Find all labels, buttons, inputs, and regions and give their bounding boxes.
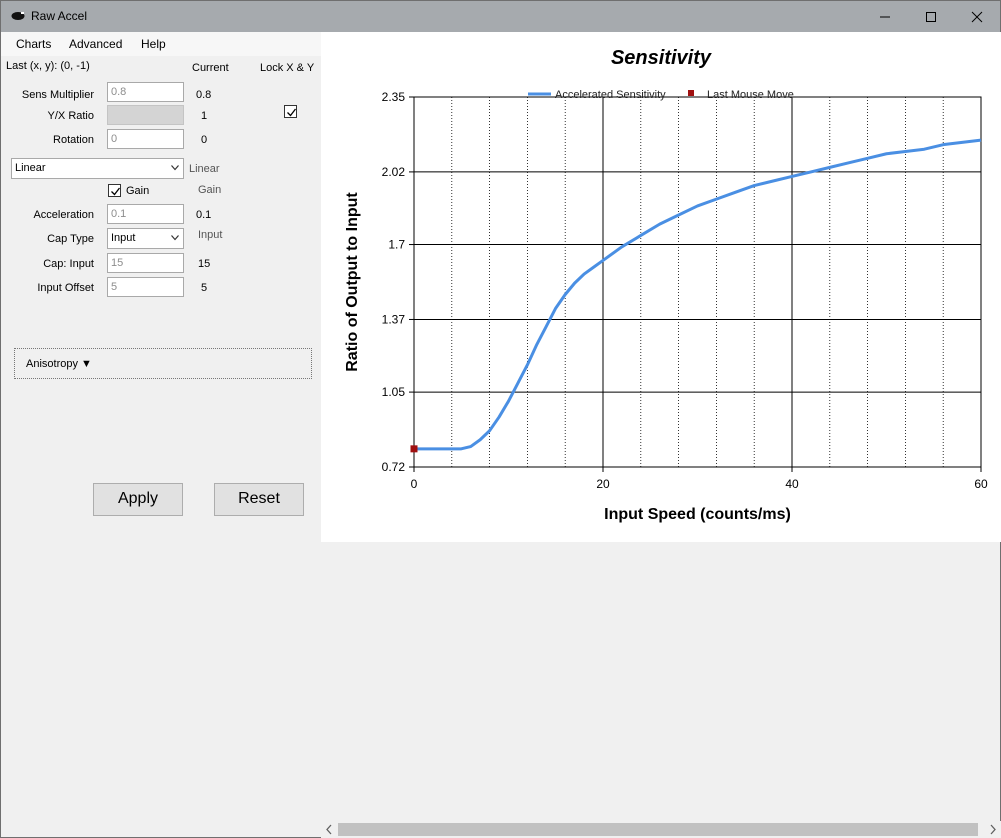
scroll-left-icon[interactable]: [321, 821, 338, 838]
legend-marker-swatch: [688, 90, 694, 96]
cap-input-current: 15: [198, 258, 211, 270]
legend-label-last-mouse-move: Last Mouse Move: [707, 89, 794, 101]
horizontal-scrollbar[interactable]: [321, 821, 1001, 838]
rotation-label: Rotation: [53, 134, 94, 146]
sensitivity-chart: Sensitivity 0.72 1.05 1.37 1.7 2.02 2.35 0 20 40…: [321, 32, 1001, 542]
last-xy-label: Last (x, y): (0, -1): [6, 60, 90, 72]
input-offset-label: Input Offset: [37, 282, 94, 294]
gain-label: Gain: [126, 185, 150, 197]
y-axis-title: Ratio of Output to Input: [344, 192, 361, 372]
x-tick-label: 60: [974, 477, 988, 491]
yx-ratio-label: Y/X Ratio: [47, 110, 94, 122]
close-icon: [971, 11, 983, 23]
menu-help[interactable]: Help: [141, 37, 166, 51]
chart-title: Sensitivity: [610, 47, 712, 69]
cap-type-label: Cap Type: [47, 233, 94, 245]
series-line-accelerated-sensitivity: [414, 138, 982, 451]
anisotropy-panel[interactable]: Anisotropy ▼: [14, 348, 312, 379]
rotation-current: 0: [201, 134, 208, 146]
maximize-button[interactable]: [908, 1, 954, 32]
y-tick-label: 1.05: [382, 385, 406, 399]
close-button[interactable]: [954, 1, 1000, 32]
accel-type-current: Linear: [189, 163, 220, 175]
rotation-field[interactable]: 0: [107, 129, 184, 149]
yx-ratio-current: 1: [201, 110, 208, 122]
minimize-button[interactable]: [862, 1, 908, 32]
chart-plot: 0.72 1.05 1.37 1.7 2.02 2.35 0 20 40 60 Input Spee…: [344, 89, 988, 523]
x-axis-title: Input Speed (counts/ms): [604, 506, 791, 523]
cap-type-dropdown[interactable]: Input: [107, 228, 184, 249]
lock-xy-header: Lock X & Y: [260, 62, 315, 74]
cap-type-current: Input: [198, 229, 223, 241]
input-offset-current: 5: [201, 282, 208, 294]
reset-button[interactable]: Reset: [214, 483, 304, 516]
chevron-down-icon: [171, 165, 179, 171]
maximize-icon: [926, 12, 936, 22]
lock-xy-checkbox[interactable]: [284, 105, 297, 118]
window-title: Raw Accel: [31, 9, 88, 23]
app-icon: [11, 12, 25, 20]
input-offset-field[interactable]: 5: [107, 277, 184, 297]
gain-current: Gain: [198, 184, 222, 196]
chevron-down-icon: [171, 235, 179, 241]
menu-advanced[interactable]: Advanced: [69, 37, 123, 51]
legend-label-accelerated-sensitivity: Accelerated Sensitivity: [555, 89, 666, 101]
acceleration-current: 0.1: [196, 209, 212, 221]
y-tick-label: 1.7: [388, 238, 405, 252]
accel-type-value: Linear: [15, 162, 46, 174]
sens-multiplier-field[interactable]: 0.8: [107, 82, 184, 102]
minimize-icon: [880, 16, 890, 18]
plot-frame: [413, 96, 982, 468]
anisotropy-toggle[interactable]: Anisotropy ▼: [26, 358, 92, 370]
menu-bar: Charts Advanced Help: [1, 32, 321, 56]
x-tick-label: 20: [596, 477, 610, 491]
y-tick-label: 2.02: [382, 165, 406, 179]
y-tick-label: 1.37: [382, 312, 406, 326]
scroll-right-icon[interactable]: [984, 821, 1001, 838]
yx-ratio-field[interactable]: [107, 105, 184, 125]
checkmark-icon: [111, 187, 121, 196]
sens-multiplier-current: 0.8: [196, 89, 212, 101]
current-header: Current: [192, 62, 229, 74]
gain-checkbox[interactable]: [108, 184, 121, 197]
acceleration-field[interactable]: 0.1: [107, 204, 184, 224]
menu-charts[interactable]: Charts: [16, 37, 52, 51]
apply-button[interactable]: Apply: [93, 483, 183, 516]
cap-input-label: Cap: Input: [43, 258, 94, 270]
sens-multiplier-label: Sens Multiplier: [21, 89, 94, 101]
scrollbar-thumb[interactable]: [338, 823, 978, 836]
x-tick-label: 0: [411, 477, 418, 491]
accel-type-dropdown[interactable]: Linear: [11, 158, 184, 179]
cap-type-value: Input: [111, 232, 136, 244]
x-tick-label: 40: [785, 477, 799, 491]
cap-input-field[interactable]: 15: [107, 253, 184, 273]
checkmark-icon: [287, 108, 297, 117]
y-tick-label: 0.72: [382, 460, 406, 474]
y-tick-label: 2.35: [382, 90, 406, 104]
acceleration-label: Acceleration: [33, 209, 94, 221]
last-mouse-move-point: [410, 445, 418, 453]
title-bar: Raw Accel: [1, 1, 1000, 32]
